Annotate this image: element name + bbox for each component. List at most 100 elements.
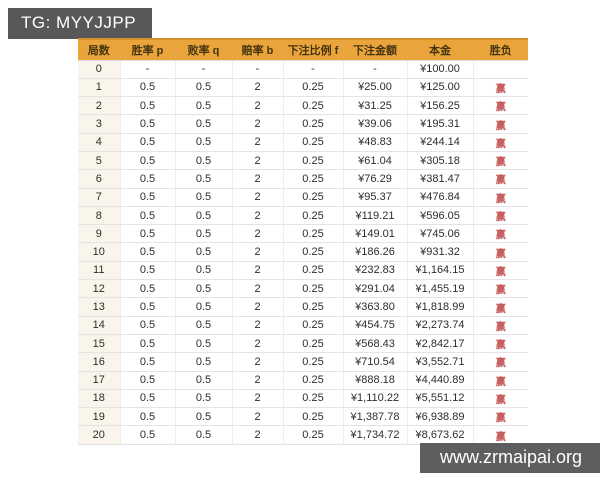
table-row: 16 0.5 0.5 2 0.25 ¥710.54 ¥3,552.71 赢 [78,352,528,372]
cell-bet-amount: ¥39.06 [343,114,408,134]
cell-result: 赢 [473,114,528,134]
cell-win-rate-p: 0.5 [120,151,176,171]
site-watermark: www.zrmaipai.org [419,443,600,473]
table-row: 2 0.5 0.5 2 0.25 ¥31.25 ¥156.25 赢 [78,96,528,116]
table-row: 3 0.5 0.5 2 0.25 ¥39.06 ¥195.31 赢 [78,114,528,134]
cell-odds-b: 2 [232,242,284,262]
table-row: 14 0.5 0.5 2 0.25 ¥454.75 ¥2,273.74 赢 [78,316,528,335]
cell-bet-amount: ¥1,387.78 [343,407,408,427]
cell-loss-rate-q: 0.5 [175,297,233,317]
cell-win-rate-p: 0.5 [120,261,176,281]
column-header-bet-amount: 下注金额 [343,39,408,61]
cell-loss-rate-q: 0.5 [175,389,233,409]
table-row: 18 0.5 0.5 2 0.25 ¥1,110.22 ¥5,551.12 赢 [78,389,528,409]
cell-loss-rate-q: 0.5 [175,151,233,171]
cell-bet-fraction-f: 0.25 [283,352,344,372]
cell-loss-rate-q: 0.5 [175,224,233,244]
table-row: 9 0.5 0.5 2 0.25 ¥149.01 ¥745.06 赢 [78,224,528,244]
cell-result: 赢 [473,316,528,335]
table-row: 6 0.5 0.5 2 0.25 ¥76.29 ¥381.47 赢 [78,169,528,189]
cell-capital: ¥4,440.89 [407,371,474,390]
cell-capital: ¥125.00 [407,78,474,98]
cell-loss-rate-q: 0.5 [175,316,233,335]
table-row: 7 0.5 0.5 2 0.25 ¥95.37 ¥476.84 赢 [78,188,528,207]
cell-win-rate-p: 0.5 [120,78,176,98]
cell-odds-b: 2 [232,425,284,445]
cell-result: 赢 [473,371,528,390]
cell-loss-rate-q: 0.5 [175,334,233,354]
cell-result: 赢 [473,96,528,116]
cell-bet-amount: ¥119.21 [343,206,408,226]
cell-bet-fraction-f: 0.25 [283,279,344,299]
cell-result: 赢 [473,352,528,372]
table-header: 局数 胜率 p 败率 q 赔率 b 下注比例 f 下注金额 本金 胜负 [78,39,528,61]
cell-capital: ¥1,818.99 [407,297,474,317]
cell-result: 赢 [473,242,528,262]
cell-odds-b: 2 [232,188,284,207]
cell-bet-amount: ¥363.80 [343,297,408,317]
tg-channel-badge: TG: MYYJJPP [8,8,153,39]
table-row: 20 0.5 0.5 2 0.25 ¥1,734.72 ¥8,673.62 赢 [78,425,528,445]
cell-loss-rate-q: 0.5 [175,206,233,226]
cell-bet-amount: ¥291.04 [343,279,408,299]
cell-win-rate-p: 0.5 [120,425,176,445]
table-row: 19 0.5 0.5 2 0.25 ¥1,387.78 ¥6,938.89 赢 [78,407,528,427]
table-row: 17 0.5 0.5 2 0.25 ¥888.18 ¥4,440.89 赢 [78,371,528,390]
table-row: 8 0.5 0.5 2 0.25 ¥119.21 ¥596.05 赢 [78,206,528,226]
cell-round: 15 [78,334,121,354]
cell-bet-amount: ¥710.54 [343,352,408,372]
cell-capital: ¥1,164.15 [407,261,474,281]
cell-win-rate-p: 0.5 [120,279,176,299]
cell-round: 19 [78,407,121,427]
table-row: 5 0.5 0.5 2 0.25 ¥61.04 ¥305.18 赢 [78,151,528,171]
cell-bet-amount: ¥1,734.72 [343,425,408,445]
cell-loss-rate-q: 0.5 [175,352,233,372]
cell-odds-b: 2 [232,297,284,317]
cell-win-rate-p: 0.5 [120,352,176,372]
cell-loss-rate-q: 0.5 [175,371,233,390]
table-row: 13 0.5 0.5 2 0.25 ¥363.80 ¥1,818.99 赢 [78,297,528,317]
cell-bet-amount: ¥76.29 [343,169,408,189]
cell-result: 赢 [473,389,528,409]
cell-odds-b: 2 [232,407,284,427]
cell-bet-fraction-f: 0.25 [283,316,344,335]
cell-odds-b: 2 [232,133,284,152]
table-row: 1 0.5 0.5 2 0.25 ¥25.00 ¥125.00 赢 [78,78,528,98]
cell-capital: ¥5,551.12 [407,389,474,409]
cell-win-rate-p: 0.5 [120,297,176,317]
cell-round: 0 [78,60,121,79]
cell-capital: ¥6,938.89 [407,407,474,427]
cell-capital: ¥3,552.71 [407,352,474,372]
cell-bet-amount: ¥149.01 [343,224,408,244]
cell-loss-rate-q: 0.5 [175,114,233,134]
cell-result: 赢 [473,169,528,189]
column-header-capital: 本金 [407,39,474,61]
cell-loss-rate-q: 0.5 [175,425,233,445]
column-header-round: 局数 [78,39,121,61]
cell-result: 赢 [473,261,528,281]
cell-round: 6 [78,169,121,189]
cell-loss-rate-q: 0.5 [175,261,233,281]
cell-round: 20 [78,425,121,445]
cell-bet-fraction-f: - [283,60,344,79]
cell-odds-b: 2 [232,389,284,409]
cell-win-rate-p: 0.5 [120,96,176,116]
cell-capital: ¥381.47 [407,169,474,189]
cell-loss-rate-q: 0.5 [175,188,233,207]
cell-bet-fraction-f: 0.25 [283,133,344,152]
table-header-row: 局数 胜率 p 败率 q 赔率 b 下注比例 f 下注金额 本金 胜负 [78,39,528,61]
column-header-odds-b: 赔率 b [232,39,284,61]
cell-loss-rate-q: 0.5 [175,169,233,189]
cell-bet-fraction-f: 0.25 [283,78,344,98]
table-body: 0- - - - - ¥100.00 1 0.5 0.5 2 0.25 ¥25.00 ¥125.00 赢 2… [78,60,528,445]
cell-win-rate-p: 0.5 [120,316,176,335]
cell-bet-amount: ¥31.25 [343,96,408,116]
cell-bet-amount: ¥95.37 [343,188,408,207]
cell-odds-b: 2 [232,206,284,226]
column-header-loss-rate-q: 败率 q [175,39,233,61]
cell-win-rate-p: 0.5 [120,334,176,354]
cell-result: 赢 [473,297,528,317]
cell-capital: ¥8,673.62 [407,425,474,445]
cell-result: 赢 [473,78,528,98]
cell-win-rate-p: 0.5 [120,114,176,134]
